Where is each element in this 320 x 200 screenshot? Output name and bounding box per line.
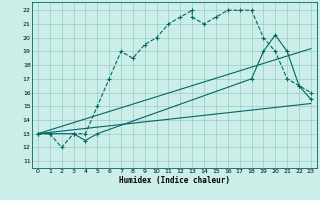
X-axis label: Humidex (Indice chaleur): Humidex (Indice chaleur)	[119, 176, 230, 185]
